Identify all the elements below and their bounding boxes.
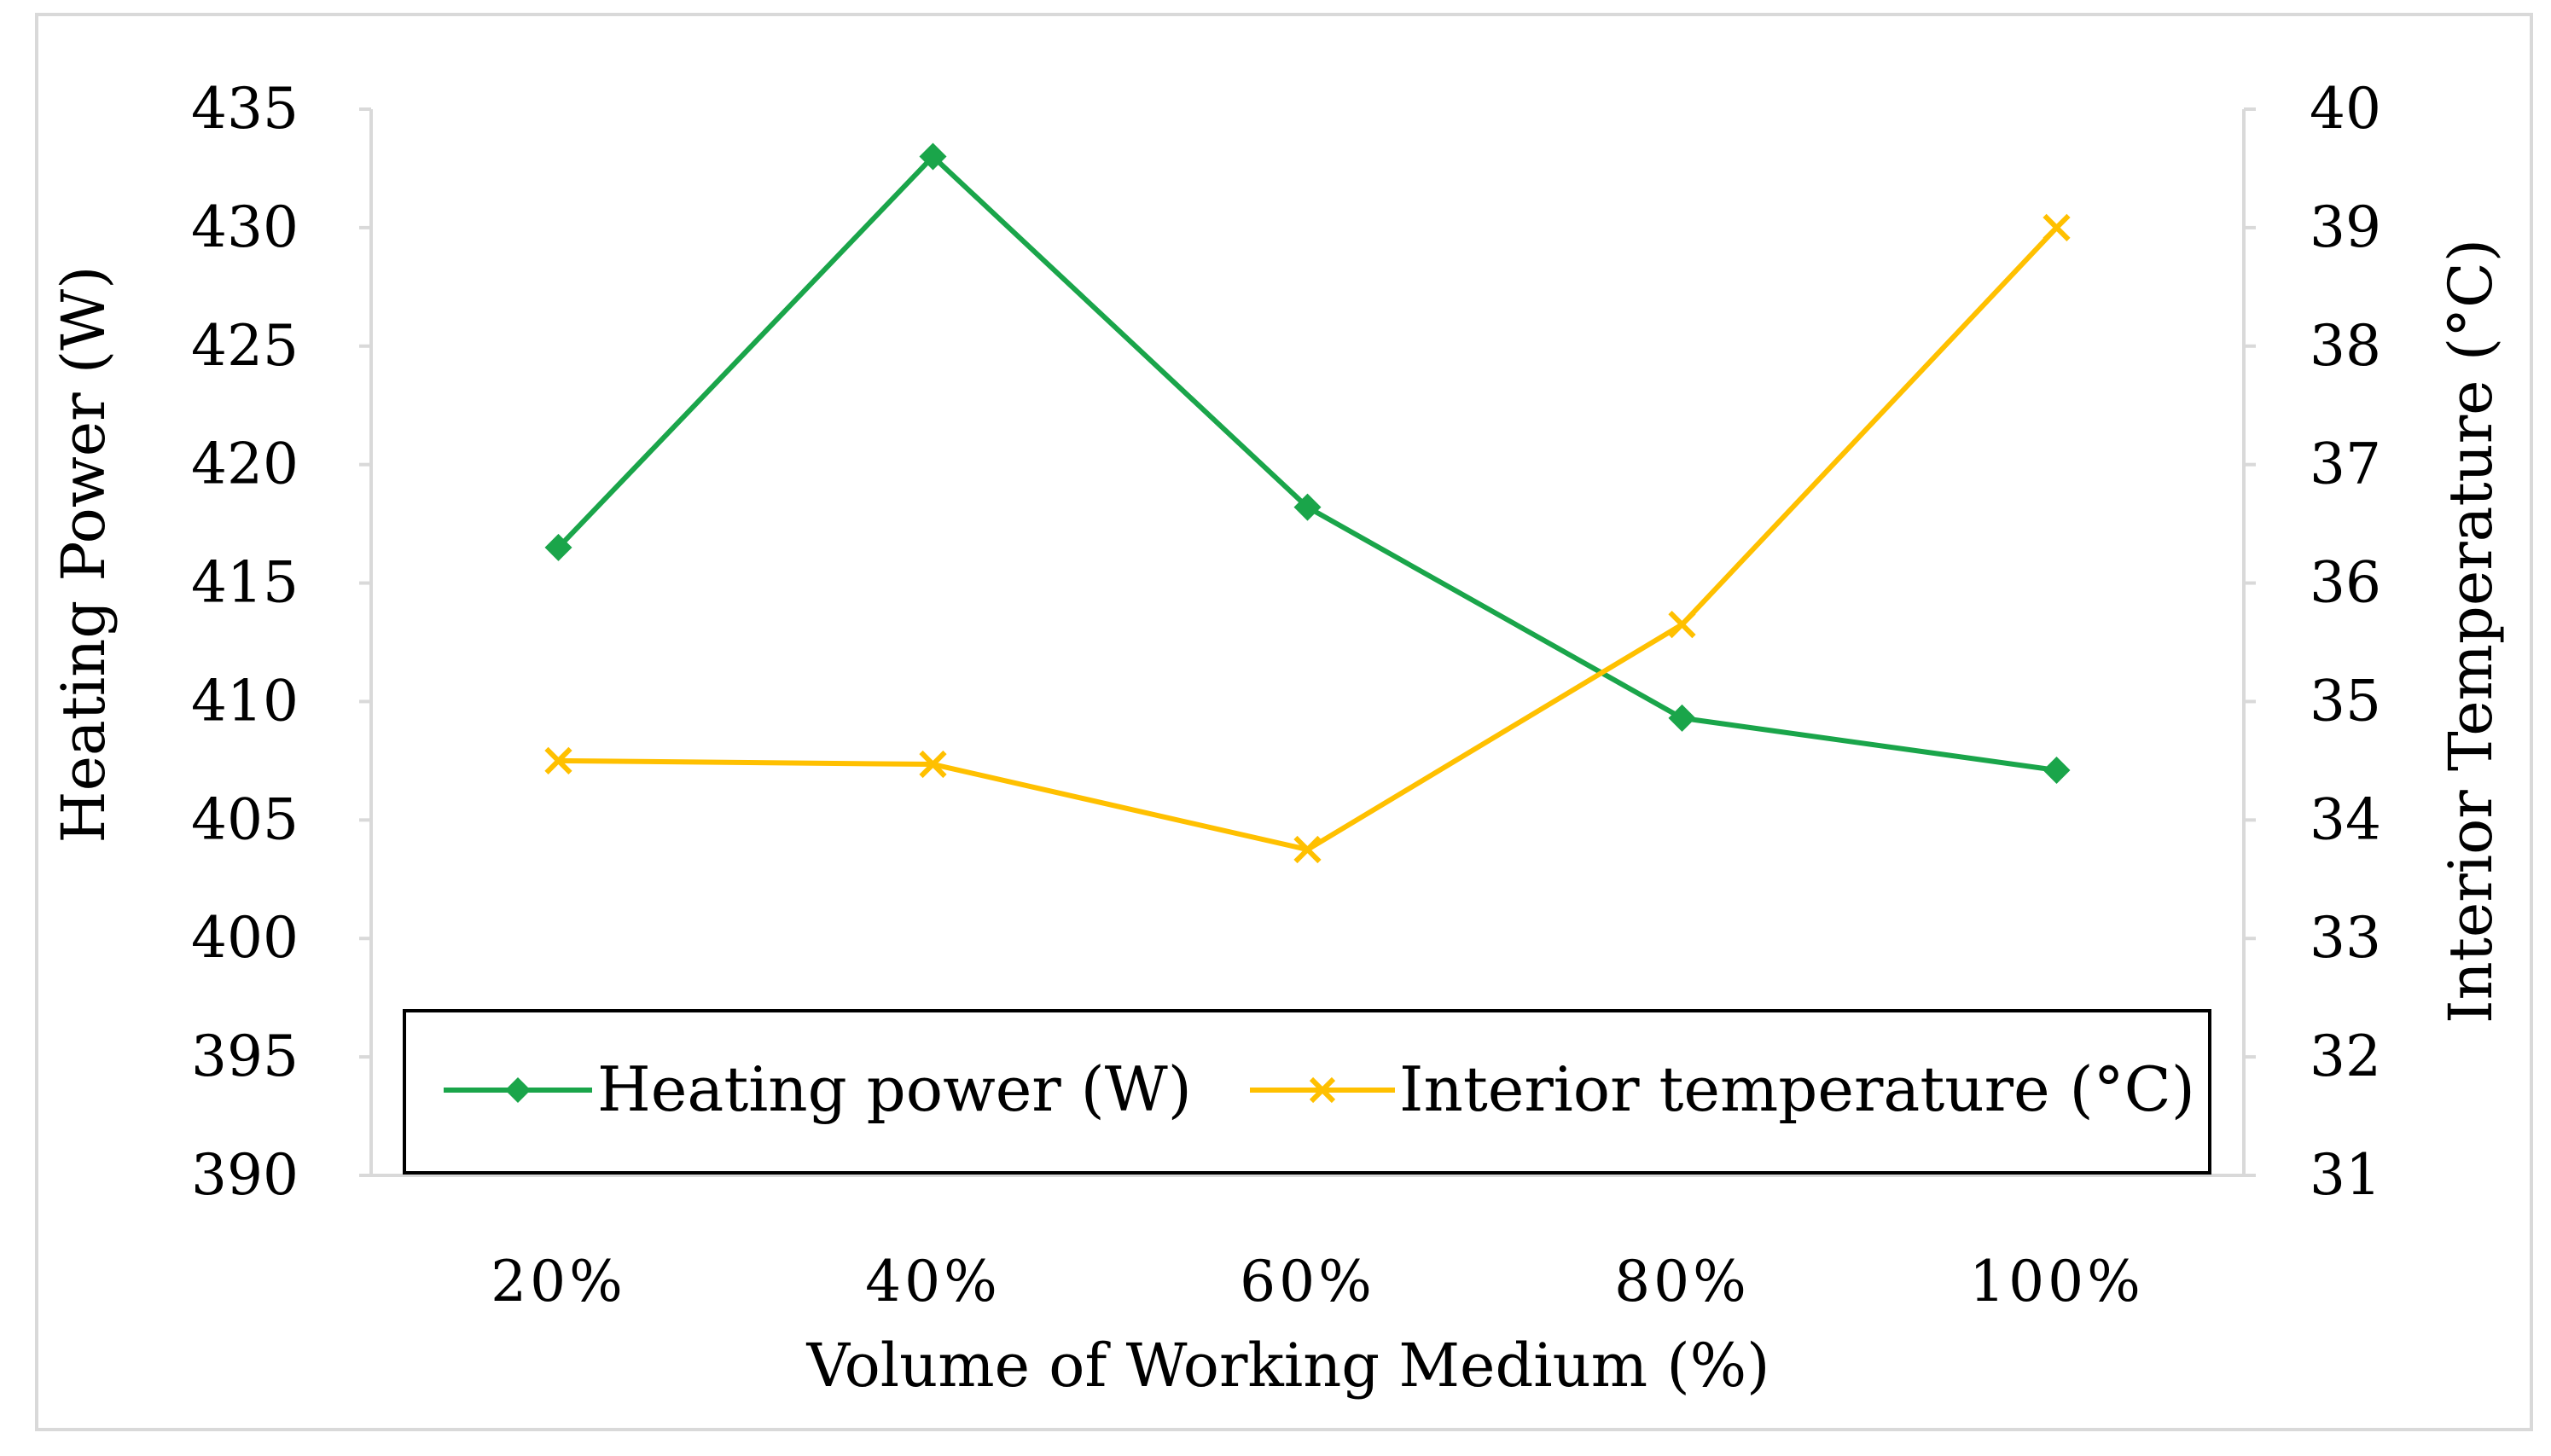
y-tick-label: 430 xyxy=(191,194,299,260)
data-point-heating-power xyxy=(919,142,947,171)
legend-marker-heating-power xyxy=(505,1077,531,1103)
data-point-heating-power xyxy=(1293,493,1322,521)
y-tick-label: 410 xyxy=(191,668,299,734)
y2-axis-title: Interior Temperature (°C) xyxy=(2436,239,2506,1024)
y-axis-title: Heating Power (W) xyxy=(49,266,119,844)
legend: Heating power (W) Interior temperature (… xyxy=(403,1009,2211,1175)
left-axis: 390 395 400 405 410 415 420 425 430 435 xyxy=(191,76,373,1208)
y-tick-label: 435 xyxy=(191,76,299,142)
y2-tick-label: 38 xyxy=(2310,313,2381,379)
data-point-heating-power xyxy=(1668,704,1696,732)
y-tick-label: 395 xyxy=(191,1024,299,1089)
x-axis-title: Volume of Working Medium (%) xyxy=(806,1331,1770,1401)
data-point-heating-power xyxy=(2043,757,2071,784)
y2-tick-label: 36 xyxy=(2310,550,2381,616)
y2-tick-label: 37 xyxy=(2310,432,2381,497)
y2-tick-label: 31 xyxy=(2310,1142,2381,1208)
y-tick-label: 425 xyxy=(191,313,299,379)
data-point-interior-temperature xyxy=(1293,835,1322,864)
y2-tick-label: 32 xyxy=(2310,1024,2381,1089)
y2-tick-label: 40 xyxy=(2310,76,2381,142)
x-tick-label: 100% xyxy=(1969,1249,2144,1314)
x-tick-label: 20% xyxy=(491,1249,626,1314)
y2-tick-label: 33 xyxy=(2310,905,2381,971)
y-tick-label: 420 xyxy=(191,432,299,497)
x-axis: 20% 40% 60% 80% 100% xyxy=(371,1174,2244,1314)
chart-border xyxy=(35,13,2533,1431)
right-axis: 31 32 33 34 35 36 37 38 39 40 xyxy=(2242,76,2381,1208)
y2-tick-label: 39 xyxy=(2310,194,2381,260)
data-point-interior-temperature xyxy=(1668,611,1696,639)
data-point-interior-temperature xyxy=(919,750,947,779)
x-tick-label: 80% xyxy=(1614,1249,1750,1314)
y-tick-label: 400 xyxy=(191,905,299,971)
y2-tick-label: 34 xyxy=(2310,786,2381,852)
x-tick-label: 60% xyxy=(1240,1249,1375,1314)
legend-marker-interior-temperature xyxy=(1309,1076,1336,1104)
legend-label-interior-temperature: Interior temperature (°C) xyxy=(1399,1053,2195,1125)
y-tick-label: 390 xyxy=(191,1142,299,1208)
x-tick-label: 40% xyxy=(865,1249,1001,1314)
y-tick-label: 415 xyxy=(191,550,299,616)
y2-tick-label: 35 xyxy=(2310,668,2381,734)
series-layer xyxy=(544,142,2071,864)
data-point-heating-power xyxy=(544,533,572,561)
data-point-interior-temperature xyxy=(544,746,572,775)
data-point-interior-temperature xyxy=(2043,213,2071,242)
y-tick-label: 405 xyxy=(191,786,299,852)
legend-label-heating-power: Heating power (W) xyxy=(597,1053,1192,1125)
